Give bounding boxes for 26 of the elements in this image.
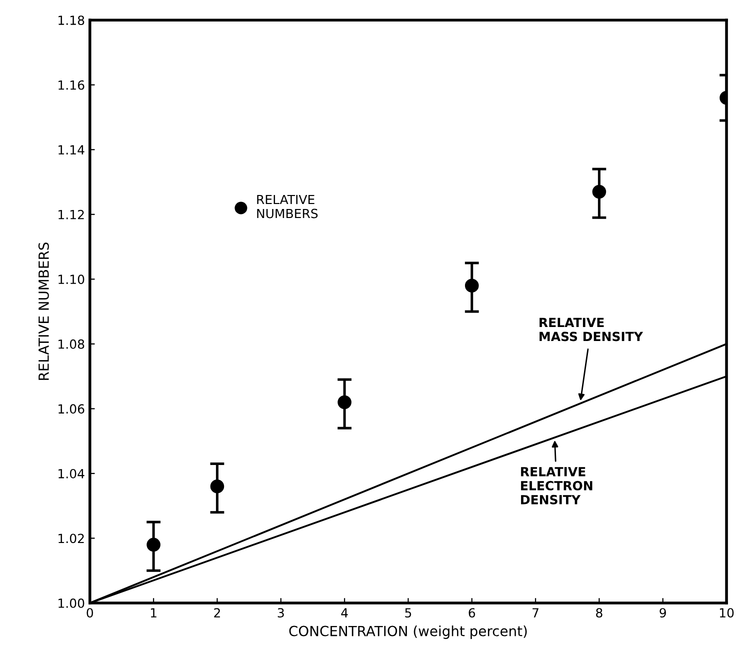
- x-tick-label: 7: [532, 608, 538, 618]
- y-tick-label: 1.04: [58, 468, 84, 478]
- x-tick-label: 9: [660, 608, 666, 618]
- x-tick-label: 6: [468, 608, 476, 618]
- series-label: RELATIVE ELECTRON DENSITY: [521, 467, 592, 504]
- y-tick-label: 1.14: [58, 145, 84, 154]
- y-tick-label: 1.10: [58, 274, 84, 284]
- x-tick-label: 5: [405, 608, 412, 618]
- y-tick-label: 1.00: [58, 598, 84, 608]
- x-tick-label: 3: [278, 608, 284, 618]
- x-tick-label: 0: [86, 608, 94, 618]
- x-tick-label: 8: [596, 608, 602, 618]
- y-tick-label: 1.18: [58, 16, 84, 26]
- y-tick-label: 1.02: [58, 534, 84, 544]
- x-axis-title: CONCENTRATION (weight percent): [289, 626, 527, 639]
- y-tick-label: 1.08: [58, 339, 84, 349]
- text: RELATIVE MASS DENSITY: [540, 318, 644, 342]
- y-tick-label: 1.12: [58, 210, 84, 220]
- legend-label: RELATIVE NUMBERS: [257, 194, 318, 218]
- x-tick-label: 10: [720, 608, 734, 618]
- y-tick-label: 1.16: [58, 80, 84, 90]
- y-axis-title: RELATIVE NUMBERS: [38, 242, 49, 380]
- y-tick-label: 1.06: [58, 404, 84, 414]
- x-tick-label: 1: [150, 608, 156, 618]
- x-tick-label: 4: [341, 608, 348, 618]
- x-tick-label: 2: [214, 608, 220, 618]
